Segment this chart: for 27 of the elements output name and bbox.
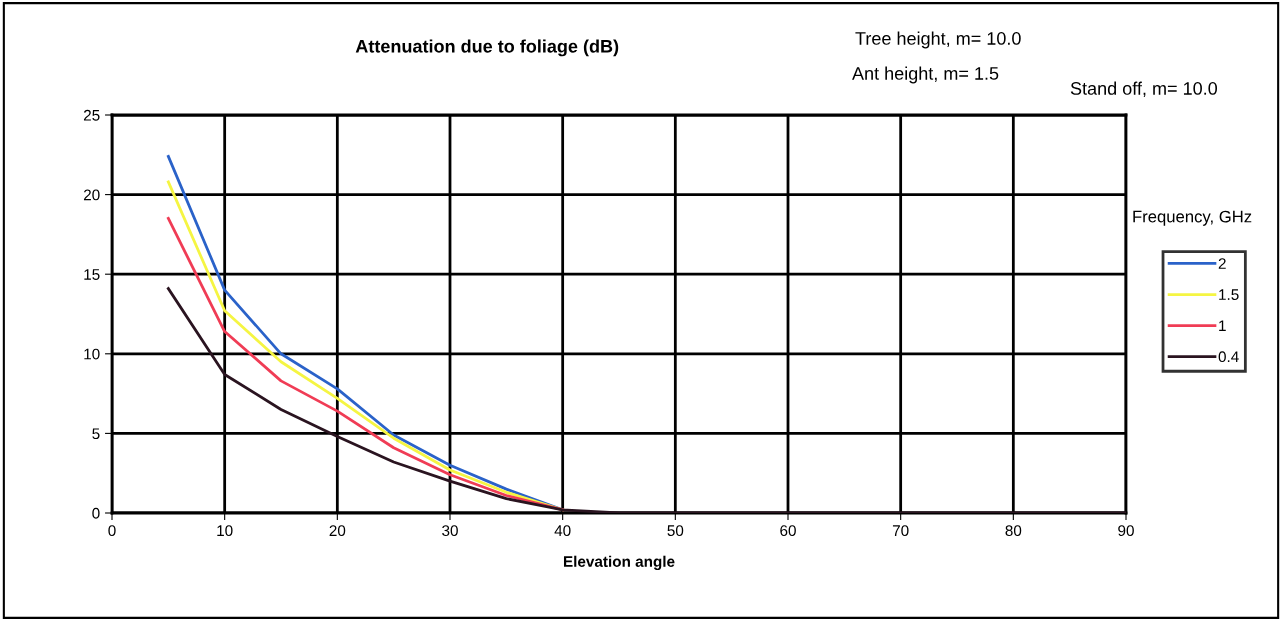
x-tick-label: 70 <box>892 525 909 537</box>
text: Ant height, m= 1.5 <box>852 66 999 84</box>
x-tick-label: 20 <box>329 525 346 537</box>
chart-title: Attenuation due to foliage (dB) <box>355 39 619 57</box>
x-tick-label: 40 <box>554 525 571 537</box>
legend-label: 2 <box>1218 258 1226 269</box>
y-tick-label: 10 <box>84 348 100 360</box>
x-tick-label: 80 <box>1005 525 1022 537</box>
x-tick-label: 50 <box>667 525 684 537</box>
line-series <box>166 287 1126 513</box>
y-tick-label: 0 <box>92 507 100 519</box>
text: Tree height, m= 10.0 <box>855 31 1021 49</box>
y-tick-label: 25 <box>83 109 100 121</box>
legend-label: 1.5 <box>1219 289 1239 301</box>
y-tick-label: 15 <box>84 269 100 280</box>
text: Stand off, m= 10.0 <box>1070 81 1218 97</box>
y-tick-label: 20 <box>83 189 100 201</box>
legend-title: Frequency, GHz <box>1133 210 1252 226</box>
legend-label: 1 <box>1219 320 1226 331</box>
legend-label: 0.4 <box>1218 351 1239 363</box>
x-axis-title: Elevation angle <box>563 555 675 571</box>
x-tick-label: 30 <box>442 525 458 537</box>
x-tick-label: 10 <box>217 525 233 537</box>
x-tick-label: 60 <box>780 525 796 537</box>
x-tick-label: 0 <box>108 525 116 537</box>
x-tick-label: 90 <box>1118 525 1134 537</box>
y-tick-label: 5 <box>92 428 100 440</box>
